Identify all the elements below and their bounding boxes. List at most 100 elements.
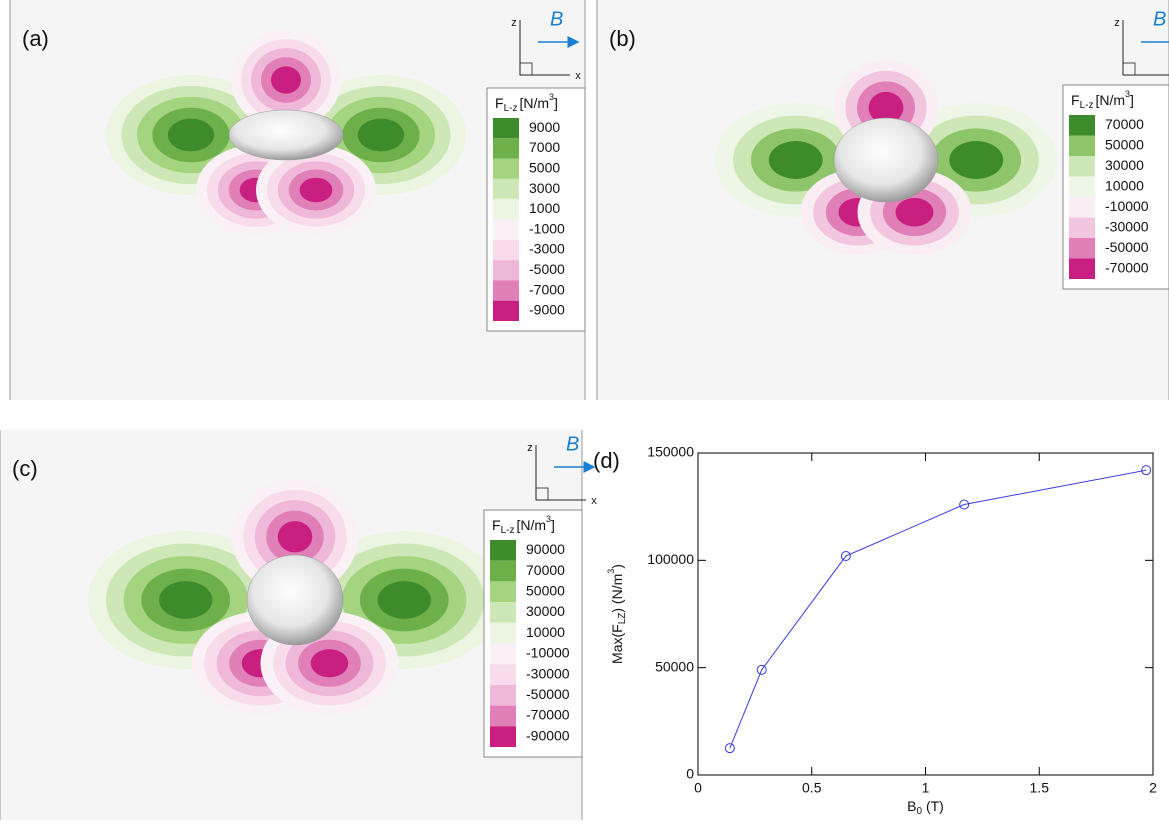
legend-label: -10000 <box>1105 198 1149 214</box>
legend-swatch <box>490 726 516 747</box>
legend-label: -50000 <box>526 686 570 702</box>
panel-label: (c) <box>12 456 38 481</box>
text-part: [N/m <box>1095 92 1125 108</box>
legend-label: -7000 <box>529 281 565 297</box>
sphere <box>228 109 344 161</box>
text-part: 0 <box>917 806 923 817</box>
legend-label: 90000 <box>526 541 565 557</box>
legend-title: FL-z [N/m3] <box>1071 89 1134 110</box>
axis-z-label: z <box>511 17 517 29</box>
text-part: Max(F <box>609 624 625 664</box>
field-label: B <box>550 8 563 30</box>
axis-z-label: z <box>527 442 533 454</box>
legend-label: 70000 <box>1105 116 1144 132</box>
sphere <box>246 554 344 646</box>
legend-swatch <box>490 643 516 665</box>
x-tick-label: 0.5 <box>802 780 822 796</box>
legend-swatch <box>493 199 519 220</box>
legend-label: -1000 <box>529 220 565 236</box>
contour-band <box>299 177 333 203</box>
legend-label: -3000 <box>529 241 565 257</box>
legend-swatch <box>493 138 519 159</box>
legend-label: -90000 <box>526 727 570 743</box>
text-part: [N/m <box>516 517 546 533</box>
legend-swatch <box>1069 258 1095 279</box>
legend-swatch <box>490 581 516 603</box>
text-part: ] <box>551 517 555 533</box>
text-part: ] <box>554 95 558 111</box>
legend-swatch <box>490 602 516 623</box>
sphere <box>833 117 939 203</box>
y-tick-label: 50000 <box>655 658 694 674</box>
legend-swatch <box>1069 238 1095 259</box>
text-part: 3 <box>549 92 554 102</box>
y-tick-label: 0 <box>686 766 694 782</box>
legend-swatch <box>490 705 516 727</box>
text-part: ) <box>609 564 625 569</box>
legend-swatch <box>493 260 519 281</box>
field-label: B <box>566 433 579 455</box>
data-line <box>729 469 1147 749</box>
data-point <box>840 551 851 562</box>
axis-indicator <box>535 487 549 501</box>
contour-band <box>310 649 349 678</box>
text-part: ] <box>1130 92 1134 108</box>
legend-label: 50000 <box>526 582 565 598</box>
contour-band <box>868 91 904 124</box>
legend-label: -9000 <box>529 302 565 318</box>
legend-swatch <box>490 622 516 644</box>
panel-label: (d) <box>593 448 620 473</box>
plot-frame <box>697 452 1154 776</box>
contour-band <box>167 118 215 152</box>
axis-x-label: x <box>591 495 597 507</box>
axis-z-label: z <box>1114 17 1120 29</box>
x-axis-label: B0 (T) <box>907 798 944 817</box>
text-part: F <box>1071 92 1080 108</box>
legend-swatch <box>1069 176 1095 197</box>
legend-label: -50000 <box>1105 239 1149 255</box>
legend-swatch <box>493 300 519 321</box>
legend-swatch <box>493 219 519 240</box>
legend-label: 10000 <box>1105 177 1144 193</box>
text-part: [N/m <box>519 95 549 111</box>
contour-band <box>277 521 313 553</box>
legend-label: 9000 <box>529 119 560 135</box>
legend-label: 30000 <box>526 603 565 619</box>
text-part: 3 <box>1125 89 1130 99</box>
text-part: LZ <box>617 613 628 625</box>
axis-indicator <box>1122 62 1136 76</box>
legend-label: 1000 <box>529 200 560 216</box>
legend-swatch <box>1069 217 1095 238</box>
legend-label: -5000 <box>529 261 565 277</box>
text-part: 3 <box>606 569 616 574</box>
axis-x-label: x <box>575 70 581 82</box>
text-part: ) (N/m <box>609 574 625 613</box>
x-tick-label: 1 <box>922 780 930 796</box>
field-label: B <box>1153 8 1166 30</box>
legend-label: 10000 <box>526 624 565 640</box>
legend-title: FL-z [N/m3] <box>495 92 558 113</box>
text-part: L-z <box>504 103 518 114</box>
contour-band <box>271 66 301 94</box>
legend-label: -70000 <box>1105 259 1149 275</box>
contour-band <box>159 581 213 619</box>
contour-band <box>895 198 934 227</box>
data-point <box>1141 465 1152 476</box>
legend-swatch <box>493 158 519 179</box>
legend-swatch <box>1069 197 1095 218</box>
legend-swatch <box>493 280 519 301</box>
legend-label: 3000 <box>529 180 560 196</box>
legend-label: -30000 <box>526 665 570 681</box>
legend-swatch <box>493 178 519 200</box>
legend-label: -10000 <box>526 645 570 661</box>
legend-swatch <box>490 560 516 582</box>
legend-title: FL-z [N/m3] <box>492 514 555 535</box>
contour-band <box>377 581 431 619</box>
y-axis-label: Max(FLZ) (N/m3) <box>606 564 627 664</box>
legend-label: -30000 <box>1105 218 1149 234</box>
x-tick-label: 2 <box>1149 780 1157 796</box>
y-tick-label: 100000 <box>647 551 694 567</box>
legend-label: -70000 <box>526 707 570 723</box>
legend-label: 30000 <box>1105 157 1144 173</box>
